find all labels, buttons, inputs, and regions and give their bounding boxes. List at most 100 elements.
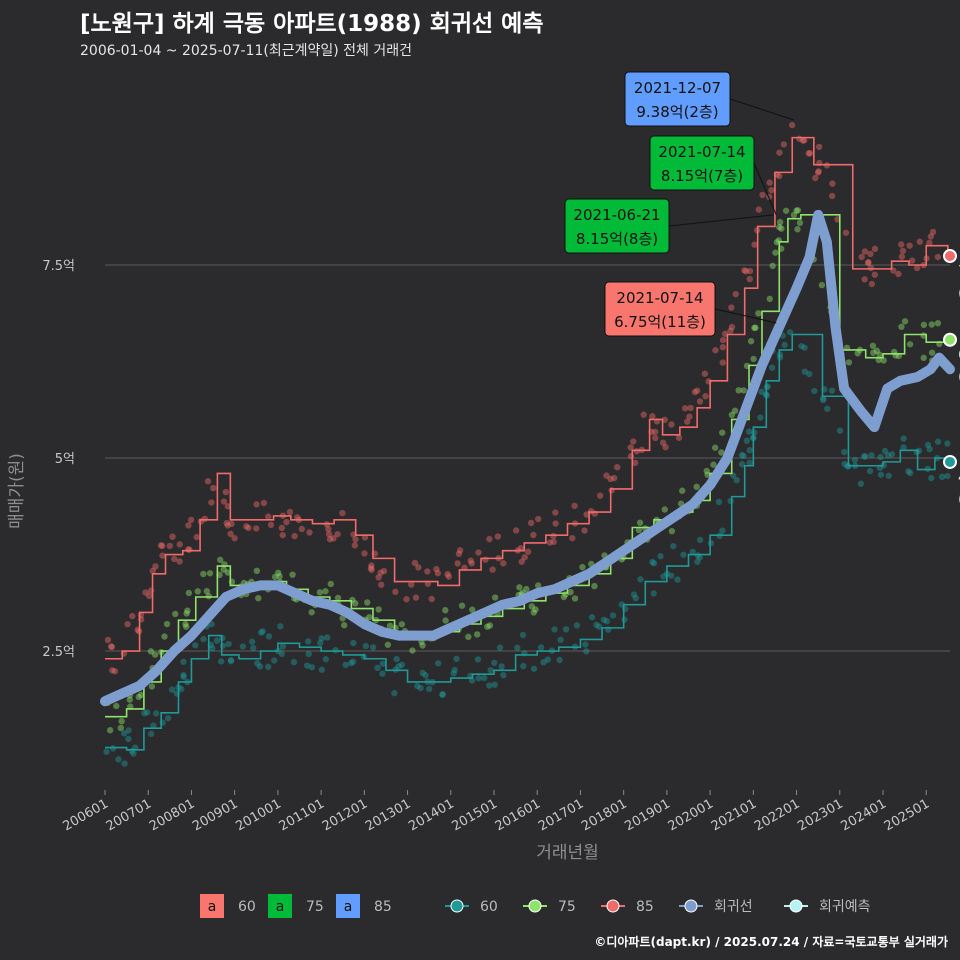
legend-label-75: 75 bbox=[558, 899, 576, 915]
point-60 bbox=[277, 623, 284, 630]
point-60 bbox=[924, 441, 932, 449]
point-60 bbox=[362, 642, 370, 650]
annotation-date: 2021-12-07 bbox=[634, 79, 721, 97]
point-60 bbox=[544, 656, 551, 663]
legend-label-75: 75 bbox=[306, 899, 324, 915]
point-85 bbox=[294, 514, 301, 521]
point-75 bbox=[276, 573, 283, 580]
legend-dot-회귀예측 bbox=[789, 899, 803, 913]
point-60 bbox=[857, 480, 865, 487]
point-85 bbox=[746, 267, 754, 275]
point-60 bbox=[265, 633, 273, 640]
point-85 bbox=[283, 518, 290, 526]
legend-glyph: a bbox=[344, 899, 353, 915]
point-60 bbox=[342, 661, 349, 669]
x-tick-label: 201501 bbox=[450, 796, 500, 834]
point-60 bbox=[851, 456, 859, 464]
point-85 bbox=[865, 258, 872, 266]
point-85 bbox=[865, 259, 872, 267]
x-tick-label: 202401 bbox=[839, 796, 889, 834]
point-75 bbox=[776, 223, 783, 231]
point-60 bbox=[439, 691, 446, 699]
point-60 bbox=[660, 573, 667, 580]
point-75 bbox=[710, 461, 717, 468]
point-75 bbox=[750, 355, 757, 363]
point-60 bbox=[877, 453, 884, 461]
point-60 bbox=[926, 446, 933, 453]
point-75 bbox=[442, 607, 449, 614]
point-85 bbox=[746, 275, 753, 283]
point-85 bbox=[187, 516, 195, 524]
point-85 bbox=[380, 567, 388, 575]
annotation-box bbox=[649, 135, 755, 191]
point-85 bbox=[166, 542, 174, 550]
point-60 bbox=[422, 672, 429, 679]
point-75 bbox=[793, 207, 800, 214]
point-60 bbox=[121, 730, 128, 737]
point-75 bbox=[870, 349, 877, 356]
point-85 bbox=[776, 172, 783, 180]
forecast-point-85 bbox=[943, 249, 957, 264]
point-60 bbox=[657, 553, 664, 560]
end-size-85: (~85㎡) bbox=[958, 284, 960, 302]
point-85 bbox=[223, 519, 230, 527]
point-75 bbox=[731, 407, 739, 414]
point-85 bbox=[815, 168, 822, 175]
point-85 bbox=[814, 169, 822, 176]
point-85 bbox=[550, 532, 557, 540]
point-60 bbox=[453, 655, 460, 663]
x-axis-title: 거래년월 bbox=[536, 843, 599, 863]
point-75 bbox=[117, 724, 125, 732]
legend-label-60: 60 bbox=[238, 899, 256, 915]
point-85 bbox=[895, 270, 902, 278]
point-60 bbox=[475, 674, 482, 682]
annotation-date: 2021-07-14 bbox=[658, 143, 745, 161]
point-75 bbox=[224, 569, 232, 576]
point-75 bbox=[766, 295, 773, 303]
x-tick-label: 201001 bbox=[233, 796, 283, 834]
point-85 bbox=[176, 541, 183, 548]
point-85 bbox=[596, 492, 604, 499]
point-85 bbox=[185, 522, 192, 529]
point-60 bbox=[439, 691, 446, 698]
point-85 bbox=[829, 180, 836, 187]
annotation-value: 9.38억(2층) bbox=[636, 103, 718, 121]
point-75 bbox=[384, 641, 392, 648]
x-tick-label: 201601 bbox=[493, 796, 543, 834]
legend-label-85: 85 bbox=[636, 899, 654, 915]
point-85 bbox=[908, 257, 916, 264]
point-85 bbox=[415, 564, 422, 571]
point-60 bbox=[596, 623, 603, 630]
point-60 bbox=[764, 383, 771, 390]
point-60 bbox=[239, 643, 247, 650]
point-60 bbox=[819, 396, 827, 404]
point-85 bbox=[494, 533, 502, 540]
point-75 bbox=[668, 527, 676, 535]
point-60 bbox=[781, 341, 788, 349]
point-85 bbox=[788, 121, 796, 129]
point-60 bbox=[727, 497, 734, 505]
point-60 bbox=[125, 735, 132, 743]
point-85 bbox=[149, 567, 157, 575]
point-75 bbox=[693, 483, 700, 491]
point-60 bbox=[900, 444, 907, 451]
x-tick-label: 202101 bbox=[709, 796, 759, 834]
point-60 bbox=[740, 452, 747, 460]
point-85 bbox=[766, 179, 773, 186]
point-75 bbox=[465, 633, 472, 641]
point-60 bbox=[369, 644, 377, 651]
point-75 bbox=[679, 487, 686, 494]
point-60 bbox=[603, 618, 611, 625]
point-60 bbox=[278, 650, 285, 658]
point-60 bbox=[906, 469, 914, 477]
point-75 bbox=[740, 387, 747, 394]
point-85 bbox=[486, 535, 493, 543]
point-60 bbox=[398, 661, 406, 668]
point-60 bbox=[745, 428, 753, 435]
point-75 bbox=[161, 633, 168, 640]
point-75 bbox=[794, 226, 801, 233]
point-85 bbox=[927, 233, 935, 240]
legend-dot-회귀선 bbox=[684, 899, 698, 913]
point-60 bbox=[304, 638, 312, 645]
